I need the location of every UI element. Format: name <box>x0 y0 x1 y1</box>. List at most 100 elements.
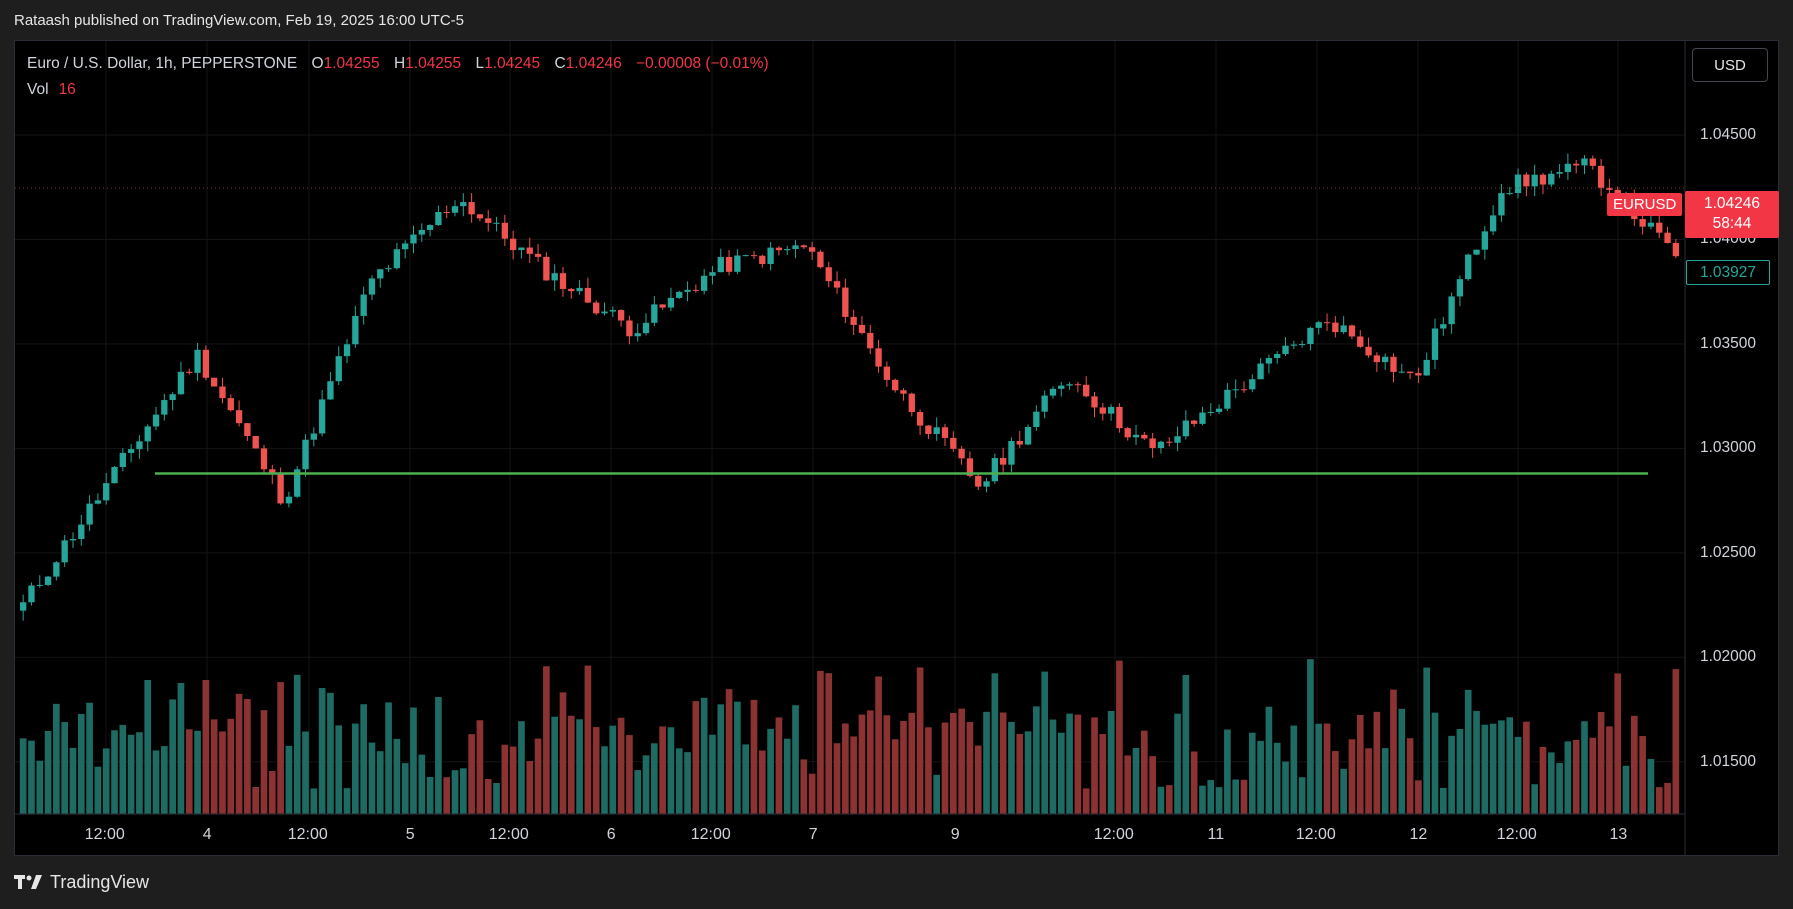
volume-bar <box>77 713 85 814</box>
volume-bar <box>916 667 924 814</box>
volume-bar <box>551 716 558 814</box>
candle-body <box>1664 232 1671 244</box>
candle-body <box>1448 296 1455 325</box>
candle-body <box>701 275 708 291</box>
volume-bar <box>177 683 185 814</box>
candle-body <box>1357 336 1364 347</box>
volume-bar <box>1033 706 1040 814</box>
ohlc-legend: Euro / U.S. Dollar, 1h, PEPPERSTONE O1.0… <box>27 55 769 73</box>
volume-bar <box>310 788 318 814</box>
time-tick-label: 12:00 <box>690 826 731 843</box>
candle-body <box>842 287 849 317</box>
candle-body <box>659 304 666 308</box>
volume-bar <box>833 743 841 814</box>
volume-bar <box>1066 713 1073 814</box>
volume-bar <box>476 720 484 814</box>
candle-body <box>493 222 500 224</box>
candle-body <box>825 267 832 282</box>
candle-body <box>1440 324 1447 329</box>
candle-body <box>1298 344 1306 346</box>
candle-body <box>119 452 126 467</box>
volume-bar <box>1099 734 1107 814</box>
volume-bar <box>1622 765 1630 814</box>
volume-bar <box>775 717 783 814</box>
volume-bar <box>1398 708 1406 814</box>
price-tick-label: 1.04500 <box>1700 126 1757 143</box>
candle-body <box>1107 406 1115 414</box>
volume-bar <box>1199 785 1206 814</box>
candle-body <box>867 332 874 349</box>
candle-body <box>1066 384 1073 386</box>
volume-bar <box>617 717 625 814</box>
volume-bar <box>443 777 451 814</box>
volume-bar <box>418 754 426 814</box>
candle-body <box>1174 436 1181 443</box>
volume-label: Vol <box>27 81 49 98</box>
tradingview-logo-icon <box>14 874 42 889</box>
volume-bar <box>94 766 102 814</box>
volume-bar <box>925 727 932 814</box>
volume-bar <box>61 722 68 814</box>
volume-bar <box>742 744 750 814</box>
candle-body <box>1406 371 1414 374</box>
candle-body <box>460 202 467 207</box>
candle-body <box>211 377 218 387</box>
volume-bar <box>1539 746 1547 814</box>
volume-bar <box>1298 777 1306 814</box>
candle-body <box>1265 358 1273 364</box>
candle-body <box>418 229 425 235</box>
volume-bar <box>1589 737 1597 814</box>
candle-body <box>534 253 542 257</box>
volume-bar <box>875 676 882 814</box>
volume-bar <box>609 725 617 814</box>
candle-body <box>1315 322 1322 328</box>
volume-bar <box>1390 689 1397 814</box>
candle-body <box>451 206 459 213</box>
volume-bar <box>958 708 965 814</box>
candle-body <box>103 483 110 501</box>
volume-bar <box>800 759 808 814</box>
volume-bar <box>393 738 401 814</box>
candle-body <box>958 448 965 459</box>
volume-bar <box>1273 742 1281 814</box>
candle-body <box>1282 345 1289 355</box>
candle-body <box>1249 379 1256 390</box>
time-tick-label: 12:00 <box>287 826 328 843</box>
volume-bar <box>750 699 758 814</box>
volume-bar <box>1182 674 1190 814</box>
candle-body <box>1049 388 1057 396</box>
candle-body <box>725 256 733 272</box>
candle-body <box>377 269 384 279</box>
candle-body <box>1589 158 1596 166</box>
candle-body <box>1548 173 1555 185</box>
candle-body <box>177 371 185 395</box>
candle-body <box>1149 438 1156 448</box>
candle-body <box>1257 363 1264 380</box>
candle-body <box>808 247 816 252</box>
candle-body <box>19 602 27 611</box>
candle-body <box>900 390 907 394</box>
volume-bar <box>185 729 193 814</box>
volume-bar <box>1523 721 1530 814</box>
currency-button[interactable]: USD <box>1692 48 1768 82</box>
candle-body <box>651 304 658 323</box>
volume-bar <box>484 779 492 814</box>
candle-body <box>368 278 376 295</box>
volume-bar <box>692 701 700 814</box>
volume-bar <box>675 748 683 814</box>
candle-body <box>1506 193 1513 195</box>
volume-bar <box>651 743 658 814</box>
candle-body <box>509 238 517 251</box>
volume-bar <box>1008 721 1015 814</box>
volume-bar <box>949 712 957 814</box>
candle-body <box>1564 163 1572 173</box>
volume-bar <box>983 711 990 814</box>
candle-body <box>684 289 691 292</box>
candle-body <box>1465 254 1472 280</box>
footer-branding[interactable]: TradingView <box>14 872 149 893</box>
volume-bar <box>1639 736 1646 814</box>
candle-body <box>1423 359 1430 376</box>
volume-bar <box>900 720 907 814</box>
volume-bar <box>493 782 500 814</box>
